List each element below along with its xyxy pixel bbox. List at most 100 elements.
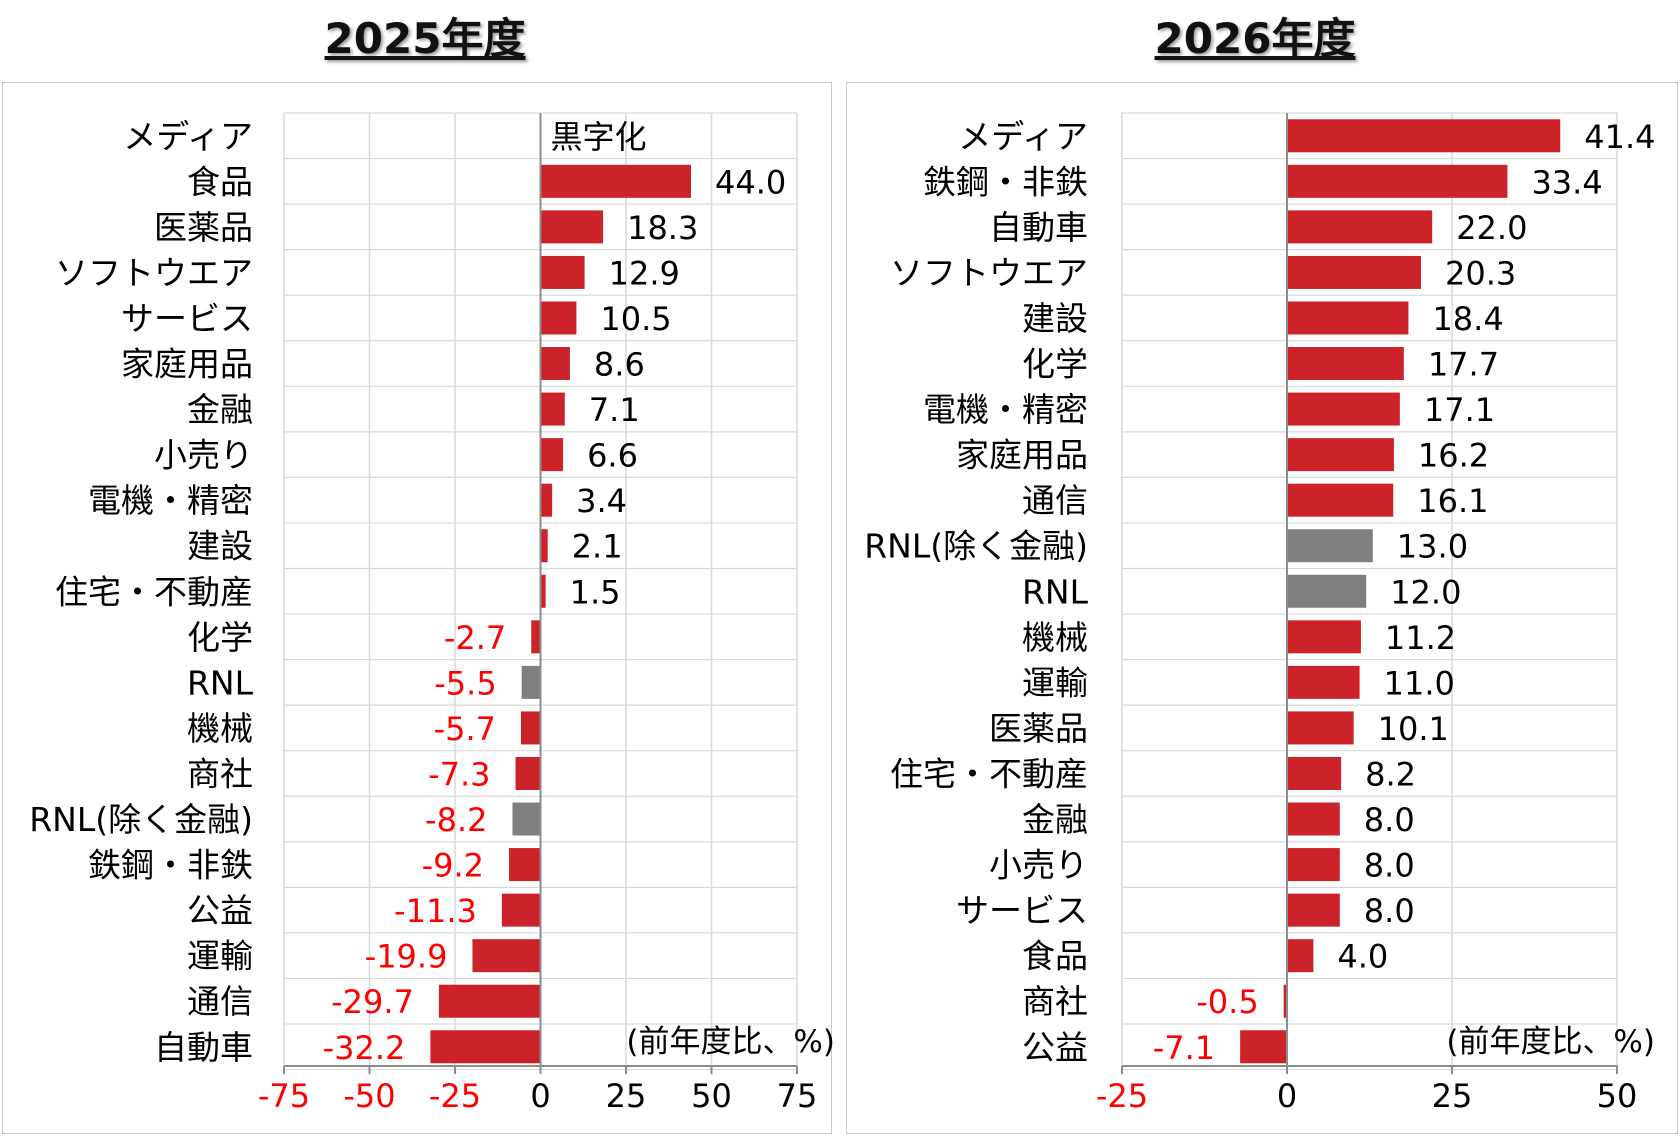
c2026-bar: [1287, 574, 1367, 608]
c2025-category-label: 商社: [187, 754, 253, 793]
c2026-value-label: 12.0: [1390, 573, 1461, 611]
c2026-category-label: 自動車: [989, 208, 1088, 247]
chart-2025-panel: [2, 82, 832, 1134]
c2025-category-label: 鉄鋼・非鉄: [88, 846, 253, 885]
c2026-value-label: 33.4: [1531, 163, 1602, 201]
c2025-value-label: -19.9: [365, 938, 448, 976]
c2026-bar: [1283, 984, 1287, 1018]
c2025-category-label: メディア: [123, 117, 253, 156]
c2025-category-label: 建設: [187, 527, 253, 566]
c2026-category-label: 建設: [1022, 299, 1088, 338]
c2026-bar: [1287, 438, 1394, 472]
c2025-bar: [521, 711, 541, 745]
c2025-x-tick-label: -75: [258, 1077, 310, 1115]
c2025-bar: [430, 1030, 541, 1064]
c2025-value-label: 2.1: [572, 528, 623, 566]
c2026-bar: [1287, 802, 1340, 836]
c2026-bar: [1287, 893, 1340, 927]
c2026-category-label: 運輸: [1022, 663, 1088, 702]
c2026-unit-note: (前年度比、%): [1446, 1024, 1655, 1060]
c2025-bar: [540, 392, 565, 426]
c2025-bar: [540, 483, 553, 517]
c2025-value-label: -7.3: [428, 755, 490, 793]
c2025-value-label: -8.2: [425, 801, 487, 839]
c2025-category-label: ソフトウエア: [55, 253, 253, 292]
c2026-value-label: 11.2: [1385, 619, 1456, 657]
c2026-value-label: 8.2: [1365, 755, 1416, 793]
c2025-category-label: 自動車: [154, 1028, 253, 1067]
c2026-category-label: 化学: [1022, 345, 1088, 384]
c2025-category-label: RNL: [187, 663, 254, 702]
c2025-category-label: 公益: [187, 891, 253, 930]
c2026-category-label: RNL(除く金融): [864, 527, 1088, 566]
c2025-category-label: 化学: [187, 618, 253, 657]
c2025-category-label: RNL(除く金融): [29, 800, 253, 839]
c2026-value-label: 41.4: [1584, 118, 1655, 156]
c2025-bar: [540, 210, 604, 244]
c2025-category-label: 運輸: [187, 937, 253, 976]
c2025-bar: [438, 984, 541, 1018]
c2026-value-label: 17.1: [1424, 391, 1495, 429]
c2025-value-label: 3.4: [576, 482, 627, 520]
c2025-bar: [515, 756, 541, 790]
c2025-x-tick-label: 50: [691, 1077, 732, 1115]
c2026-bar: [1287, 164, 1508, 198]
c2026-category-label: ソフトウエア: [890, 253, 1088, 292]
c2026-category-label: 通信: [1022, 481, 1088, 520]
c2026-bar: [1287, 665, 1360, 699]
c2026-category-label: 電機・精密: [923, 390, 1088, 429]
c2025-bar: [540, 255, 585, 289]
c2025-x-tick-label: 0: [530, 1077, 550, 1115]
c2025-x-tick-label: -25: [429, 1077, 481, 1115]
c2025-x-tick-label: 25: [606, 1077, 647, 1115]
c2026-bar: [1287, 939, 1314, 973]
c2025-category-label: 食品: [187, 162, 253, 201]
c2026-category-label: 住宅・不動産: [890, 754, 1088, 793]
c2026-category-label: 公益: [1022, 1028, 1088, 1067]
c2026-category-label: 小売り: [989, 846, 1088, 885]
chart-2026-title: 2026年度: [1154, 14, 1356, 63]
c2026-bar: [1287, 255, 1421, 289]
c2026-category-label: サービス: [956, 891, 1088, 930]
c2025-x-tick-label: -50: [343, 1077, 395, 1115]
c2026-bar: [1240, 1030, 1287, 1064]
c2026-bar: [1287, 483, 1394, 517]
c2025-unit-note: (前年度比、%): [626, 1024, 835, 1060]
c2025-value-label: 10.5: [600, 300, 671, 338]
c2026-value-label: -7.1: [1153, 1029, 1215, 1067]
c2026-category-label: 商社: [1022, 982, 1088, 1021]
c2025-value-label: -29.7: [331, 983, 414, 1021]
c2025-bar: [540, 164, 691, 198]
c2025-category-label: 医薬品: [154, 208, 253, 247]
c2025-bar: [540, 529, 548, 563]
c2026-bar: [1287, 620, 1361, 654]
c2026-bar: [1287, 210, 1433, 244]
c2025-value-label: 6.6: [587, 437, 638, 475]
c2026-value-label: 22.0: [1456, 209, 1527, 247]
c2025-value-label: 7.1: [589, 391, 640, 429]
c2025-bar: [512, 802, 541, 836]
c2026-category-label: 家庭用品: [956, 436, 1088, 475]
c2026-category-label: 機械: [1022, 618, 1088, 657]
c2025-value-label: -2.7: [444, 619, 506, 657]
c2025-value-label: 44.0: [715, 163, 786, 201]
c2026-x-tick-label: 0: [1277, 1077, 1297, 1115]
c2025-category-label: サービス: [121, 299, 253, 338]
c2025-value-label: 8.6: [594, 346, 645, 384]
c2026-bar: [1287, 529, 1373, 563]
c2025-category-label: 小売り: [154, 436, 253, 475]
c2025-value-label: -9.2: [422, 847, 484, 885]
c2025-bar: [501, 893, 541, 927]
c2025-category-label: 家庭用品: [121, 345, 253, 384]
c2026-value-label: 4.0: [1337, 938, 1388, 976]
c2026-value-label: 13.0: [1397, 528, 1468, 566]
c2025-bar: [540, 301, 577, 335]
c2026-value-label: 18.4: [1432, 300, 1503, 338]
c2025-value-label: -11.3: [394, 892, 477, 930]
c2025-bar: [540, 438, 564, 472]
c2026-value-label: -0.5: [1196, 983, 1258, 1021]
chart-2025-title: 2025年度: [324, 14, 526, 63]
c2025-category-label: 住宅・不動産: [55, 572, 253, 611]
c2026-bar: [1287, 301, 1409, 335]
